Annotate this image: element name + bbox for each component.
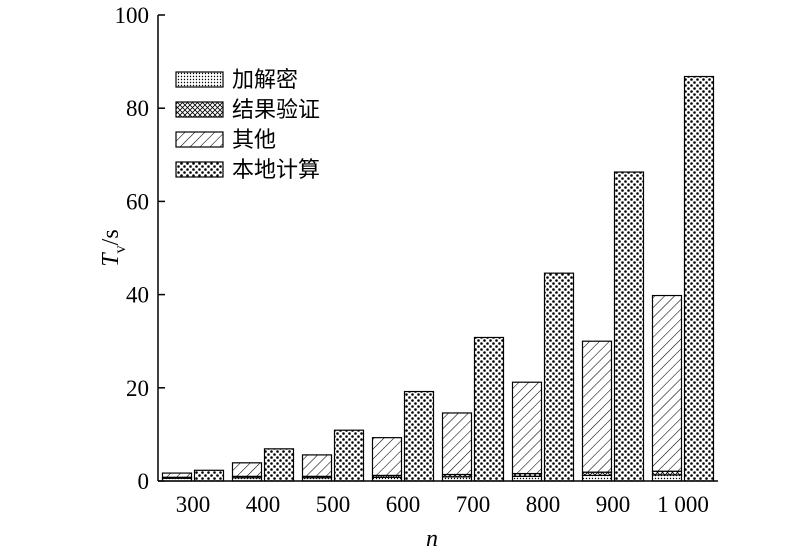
y-tick-label: 40 (126, 283, 149, 308)
bars (161, 75, 715, 482)
x-axis-title: n (426, 526, 438, 552)
legend-label-encrypt: 加解密 (232, 67, 298, 92)
legend-swatch-other (175, 131, 224, 148)
legend-swatch-encrypt (175, 71, 224, 88)
bar-other (161, 472, 193, 478)
x-axis: 300 400 500 600 700 800 900 1 000 n (158, 480, 718, 552)
y-tick-label: 100 (115, 3, 150, 28)
x-tick-label: 600 (386, 492, 421, 517)
bar-other (511, 381, 543, 475)
y-tick-label: 60 (126, 189, 149, 214)
legend-swatch-verify (175, 101, 224, 118)
bar-other (371, 437, 403, 477)
bar-other (231, 462, 263, 477)
legend-label-local: 本地计算 (232, 157, 320, 182)
bar-local (683, 75, 715, 482)
x-tick-label: 300 (176, 492, 211, 517)
bar-encrypt (651, 474, 683, 482)
y-tick-label: 80 (126, 96, 149, 121)
y-tick-label: 0 (138, 469, 150, 494)
legend-swatch-local (175, 161, 224, 178)
legend-label-other: 其他 (232, 127, 276, 152)
x-tick-label: 1 000 (657, 492, 709, 517)
x-tick-label: 800 (526, 492, 561, 517)
bar-local (193, 469, 225, 482)
y-axis-title: Tv/s (98, 229, 129, 266)
bar-local (263, 448, 295, 482)
bar-local (403, 390, 435, 482)
y-axis-label: Tv/s (98, 229, 129, 266)
y-axis: 0 20 40 60 80 100 (115, 3, 165, 494)
x-tick-label: 900 (596, 492, 631, 517)
legend-label-verify: 结果验证 (232, 97, 320, 122)
y-tick-label: 20 (126, 376, 149, 401)
bar-other (441, 412, 473, 476)
bar-local (473, 336, 505, 482)
bar-local (333, 429, 365, 482)
bar-local (613, 171, 645, 482)
x-tick-label: 400 (246, 492, 281, 517)
x-tick-label: 700 (456, 492, 491, 517)
bar-other (301, 454, 333, 477)
x-tick-label: 500 (316, 492, 351, 517)
bar-other (651, 294, 683, 472)
bar-encrypt (581, 474, 613, 482)
bar-local (543, 272, 575, 482)
bar-other (581, 340, 613, 473)
